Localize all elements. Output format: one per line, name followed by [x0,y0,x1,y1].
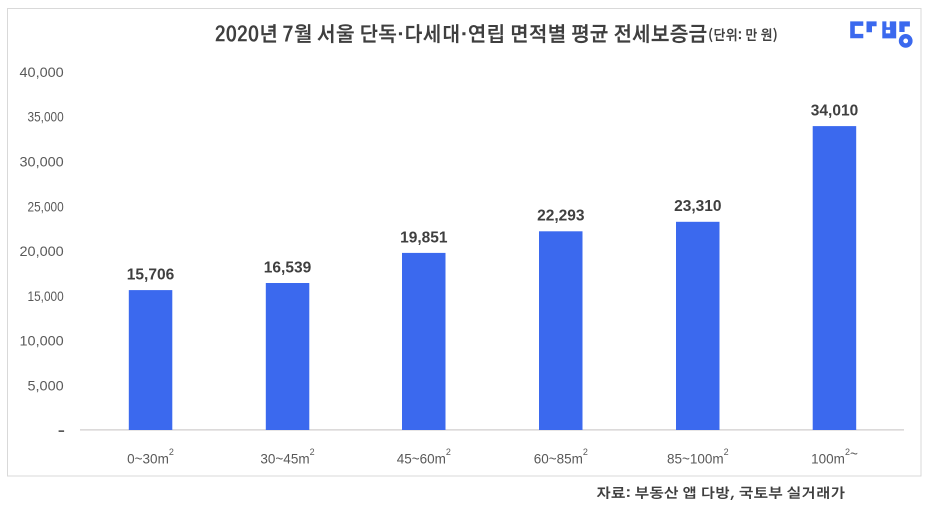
svg-text:30~45m2: 30~45m2 [260,447,314,467]
svg-text:15,706: 15,706 [127,267,175,284]
svg-text:16,539: 16,539 [264,259,312,276]
svg-text:0~30m2: 0~30m2 [127,447,174,467]
svg-text:45~60m2: 45~60m2 [397,447,451,467]
svg-text:19,851: 19,851 [400,229,448,246]
svg-text:23,310: 23,310 [674,198,721,215]
svg-text:30,000: 30,000 [20,154,64,170]
svg-text:60~85m2: 60~85m2 [534,447,588,467]
svg-text:10,000: 10,000 [20,333,64,349]
svg-text:34,010: 34,010 [811,103,858,120]
svg-text:40,000: 40,000 [20,64,64,80]
svg-text:35,000: 35,000 [28,109,64,125]
svg-text:5,000: 5,000 [28,378,64,394]
svg-text:15,000: 15,000 [28,288,64,304]
svg-text:22,293: 22,293 [537,208,585,225]
svg-text:20,000: 20,000 [20,243,64,259]
svg-text:25,000: 25,000 [28,198,64,214]
svg-text:85~100m2: 85~100m2 [667,447,729,467]
